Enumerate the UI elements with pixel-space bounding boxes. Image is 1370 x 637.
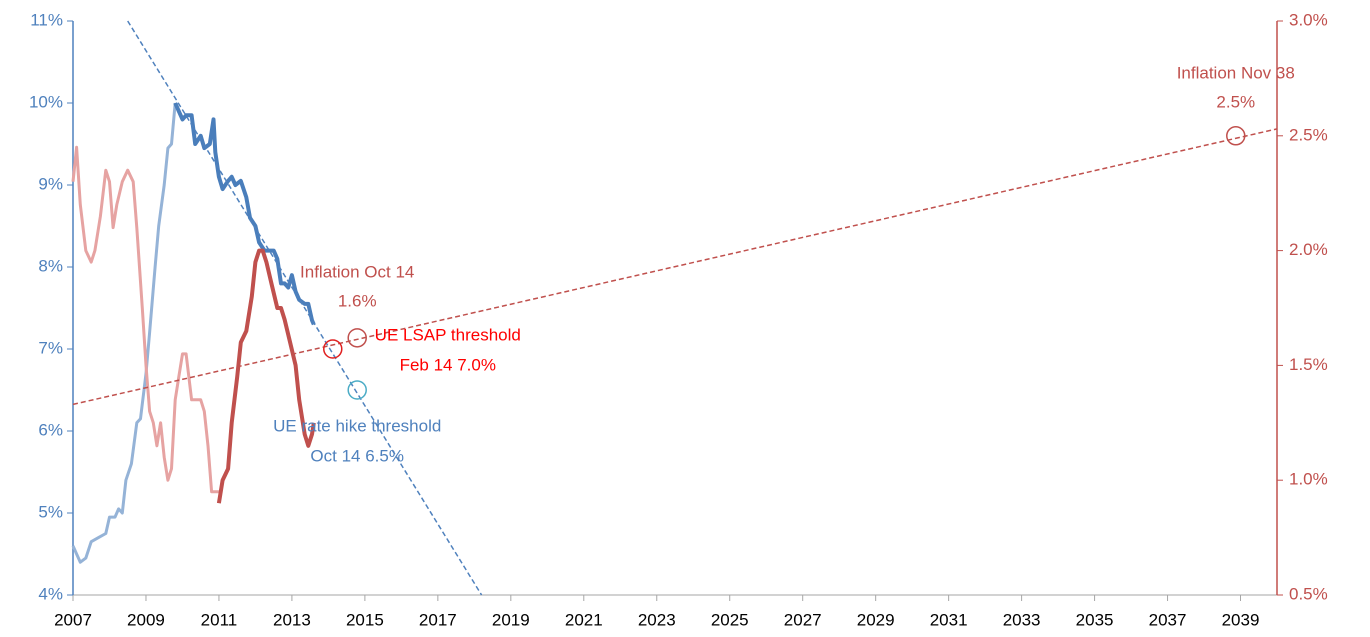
- x-tick-label: 2029: [857, 610, 895, 629]
- annotation-label: Inflation Oct 14: [300, 262, 414, 281]
- x-tick-label: 2039: [1222, 610, 1260, 629]
- x-tick-label: 2031: [930, 610, 968, 629]
- y-tick-label: 11%: [30, 10, 63, 29]
- x-tick-label: 2035: [1076, 610, 1114, 629]
- x-tick-label: 2007: [54, 610, 92, 629]
- x-tick-label: 2015: [346, 610, 384, 629]
- series-line: [173, 102, 316, 326]
- x-tick-label: 2009: [127, 610, 165, 629]
- x-tick-label: 2033: [1003, 610, 1041, 629]
- y2-tick-label: 3.0%: [1289, 10, 1328, 29]
- annotation-marker: [347, 380, 367, 400]
- x-tick-label: 2011: [201, 610, 238, 629]
- annotation-label: UE LSAP threshold: [375, 325, 521, 344]
- annotation-label: Feb 14 7.0%: [400, 355, 496, 374]
- trend-line: [72, 128, 1278, 406]
- x-tick-label: 2017: [419, 610, 457, 629]
- annotation-marker: [1226, 126, 1246, 146]
- annotation-marker: [347, 328, 367, 348]
- annotation-marker: [323, 339, 343, 359]
- y2-tick-label: 1.5%: [1289, 355, 1328, 374]
- y-tick-label: 6%: [38, 420, 63, 439]
- annotation-label: Inflation Nov 38: [1177, 63, 1295, 82]
- x-tick-label: 2023: [638, 610, 676, 629]
- series-line: [71, 145, 219, 494]
- y-tick-label: 9%: [38, 174, 63, 193]
- series-line: [71, 102, 177, 564]
- annotation-label: Oct 14 6.5%: [310, 446, 404, 465]
- y2-tick-label: 0.5%: [1289, 584, 1328, 603]
- annotation-label: 1.6%: [338, 291, 377, 310]
- series-line: [216, 248, 316, 504]
- y2-tick-label: 2.0%: [1289, 240, 1328, 259]
- y-tick-label: 7%: [38, 338, 63, 357]
- trend-line: [127, 20, 483, 596]
- x-tick-label: 2025: [711, 610, 749, 629]
- x-tick-label: 2013: [273, 610, 311, 629]
- x-tick-label: 2021: [565, 610, 603, 629]
- y-tick-label: 8%: [38, 256, 63, 275]
- x-tick-label: 2019: [492, 610, 530, 629]
- y-tick-label: 5%: [38, 502, 63, 521]
- x-tick-label: 2027: [784, 610, 822, 629]
- annotation-label: 2.5%: [1216, 92, 1255, 111]
- y2-tick-label: 2.5%: [1289, 125, 1328, 144]
- annotation-label: UE rate hike threshold: [273, 416, 441, 435]
- x-tick-label: 2037: [1149, 610, 1187, 629]
- y2-tick-label: 1.0%: [1289, 470, 1328, 489]
- y-tick-label: 4%: [38, 584, 63, 603]
- y-tick-label: 10%: [29, 92, 63, 111]
